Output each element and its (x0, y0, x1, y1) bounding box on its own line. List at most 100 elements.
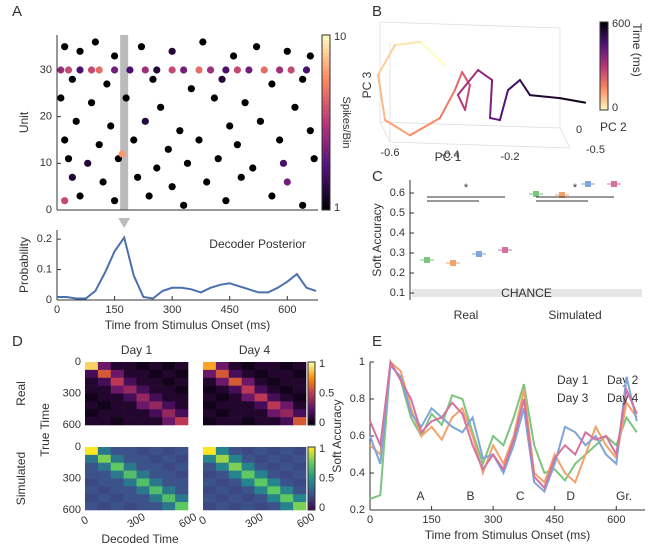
colorbar-cell (600, 41, 608, 45)
colorbar-cell (322, 144, 330, 150)
colorbar-frame (321, 34, 331, 211)
heatmap-cell (110, 409, 124, 418)
colorbar-cell (322, 201, 330, 207)
colorbar-cell (308, 483, 315, 486)
heatmap-cell (228, 385, 242, 394)
colorbar-cell (308, 491, 315, 494)
heatmap-cell (123, 478, 137, 487)
y-tick-label: 0.2 (37, 233, 52, 245)
heatmap-cell (203, 377, 217, 386)
heatmap-cell (203, 385, 217, 394)
heatmap-cell (149, 494, 163, 503)
spike-dot (99, 178, 107, 186)
heatmap-cell (162, 401, 176, 410)
spike-dot (199, 38, 207, 46)
colorbar-cell (308, 495, 315, 498)
heatmap-cell (267, 447, 281, 456)
row-label: Simulated (14, 452, 28, 505)
heatmap-cell (136, 417, 150, 426)
spike-dot (84, 159, 92, 167)
y-tick-label: 300 (63, 387, 81, 399)
colorbar-cell (308, 404, 315, 407)
spike-dot (87, 66, 96, 74)
heatmap-cell (228, 454, 242, 464)
heatmap-cell (149, 417, 163, 426)
heatmap-cell (162, 409, 176, 418)
colorbar-cell (322, 43, 330, 49)
heatmap-cell (203, 462, 217, 471)
colorbar-cell (308, 498, 315, 502)
heatmap-cell (228, 401, 242, 410)
heatmap-cell (267, 502, 281, 511)
x-tick-label: 0 (79, 514, 90, 527)
y-tick-label: -0.5 (586, 144, 605, 156)
trajectory-segment (464, 84, 471, 111)
colorbar-cell (308, 371, 315, 374)
spike-dot (145, 192, 153, 200)
colorbar-cell (308, 486, 315, 489)
spike-dot (110, 197, 119, 205)
colorbar-cell (322, 70, 330, 75)
heatmap-cell (162, 486, 176, 495)
y-axis-label: Probability (17, 237, 31, 293)
heatmap-cell (136, 502, 150, 511)
colorbar-cell (322, 109, 330, 115)
colorbar-cell (308, 508, 315, 511)
heatmap-cell (149, 362, 163, 371)
heatmap-cell (228, 393, 242, 402)
y-tick-label: 0 (75, 441, 81, 453)
heatmap-cell (175, 369, 189, 379)
spike-dot (64, 155, 73, 163)
heatmap-cell (110, 462, 124, 471)
colorbar-cell (308, 412, 315, 415)
z-axis-label: PC 3 (360, 71, 374, 98)
heatmap-cell (123, 393, 137, 402)
heatmap-cell (254, 502, 268, 511)
colorbar-cell (322, 192, 330, 198)
heatmap-cell (241, 454, 255, 464)
x-tick-label: -0.6 (381, 147, 400, 159)
heatmap-cell (97, 447, 112, 456)
colorbar-tick-label: 0 (319, 502, 325, 514)
column-title: Day 1 (121, 343, 153, 357)
colorbar-tick-label: 1 (319, 358, 325, 370)
colorbar-cell (308, 374, 315, 377)
colorbar-cell (308, 481, 315, 484)
x-tick-label: Simulated (548, 308, 601, 322)
colorbar-cell (308, 398, 315, 401)
column-title: Day 4 (239, 343, 271, 357)
spike-dot (72, 117, 80, 125)
heatmap-cell (228, 494, 242, 503)
colorbar-cell (308, 473, 315, 476)
heatmap-cell (85, 385, 99, 394)
x-tick-label: 600 (607, 514, 625, 526)
y-tick-label: 0.3 (390, 247, 405, 259)
spike-dot (130, 136, 138, 144)
spike-dot (214, 155, 222, 163)
heatmap-cell (293, 401, 307, 410)
axes-box (379, 121, 391, 143)
colorbar-cell (600, 28, 608, 32)
colorbar-cell (308, 476, 315, 479)
panel-letter: C (372, 168, 383, 185)
heatmap-cell (97, 401, 112, 410)
colorbar-cell (308, 363, 315, 366)
colorbar-cell (308, 489, 315, 492)
heatmap-cell (175, 478, 189, 487)
legend-entry: Day 2 (607, 373, 639, 387)
colorbar-cell (600, 24, 608, 27)
heatmap-cell (203, 401, 217, 410)
trajectory-segment (384, 119, 411, 137)
y-axis-label: Unit (17, 111, 31, 133)
heatmap-cell (280, 377, 294, 386)
heatmap-cell (175, 409, 189, 418)
colorbar-cell (308, 465, 315, 468)
spike-dot (306, 127, 314, 135)
colorbar-cell (322, 113, 330, 119)
heatmap-cell (136, 494, 150, 503)
x-tick-label: 150 (422, 514, 440, 526)
colorbar-tick-label: 0.5 (319, 387, 334, 399)
y-tick-label: 300 (63, 472, 81, 484)
heatmap-cell (228, 369, 242, 379)
